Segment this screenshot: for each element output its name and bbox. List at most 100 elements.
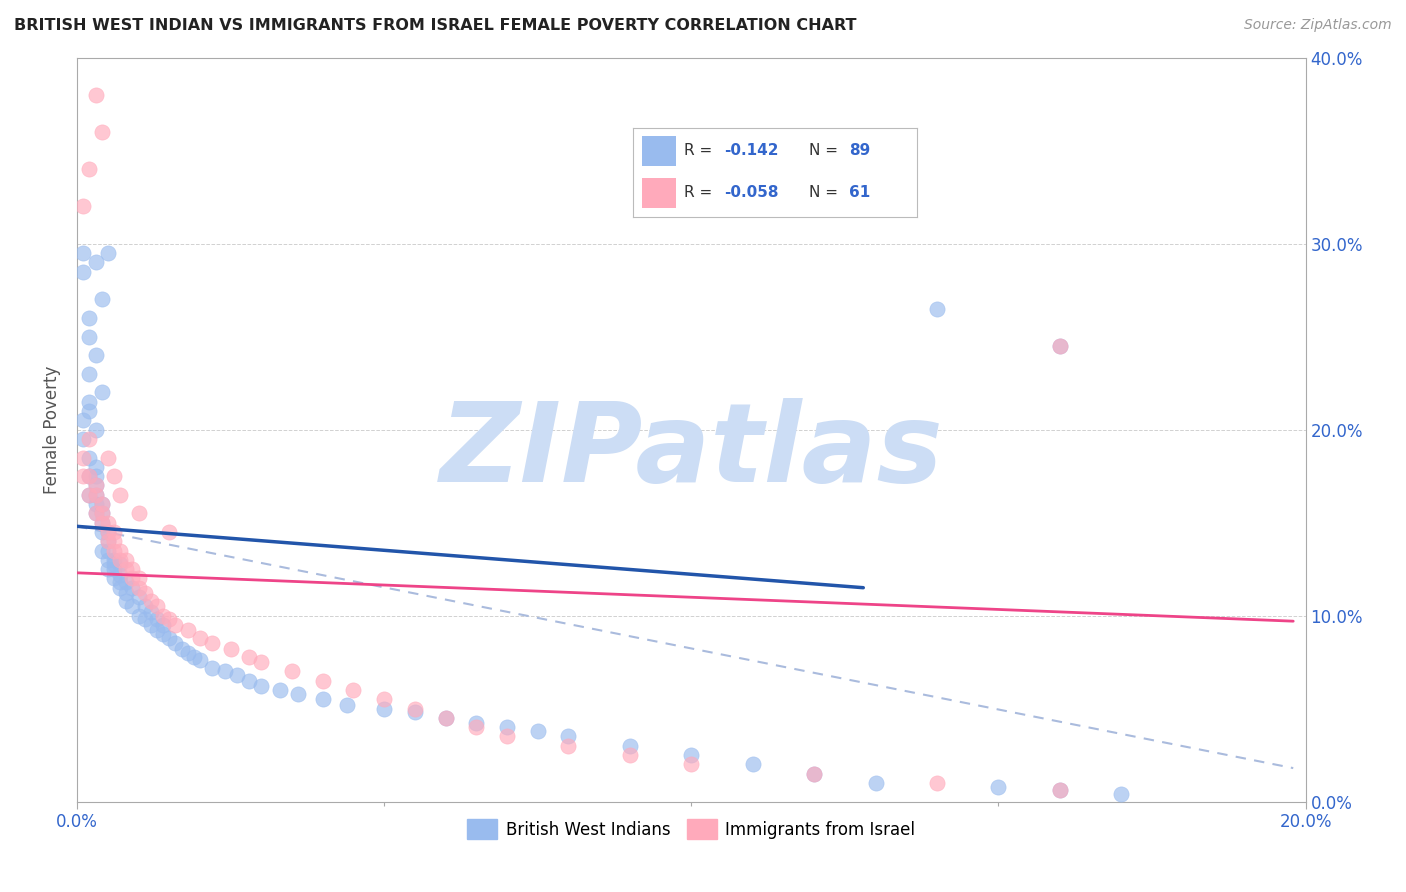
Point — [84, 423, 107, 437]
Point — [72, 246, 94, 260]
Point — [803, 766, 825, 780]
Point — [128, 590, 150, 604]
Point — [157, 524, 180, 539]
Point — [404, 701, 426, 715]
Point — [79, 394, 101, 409]
Text: 61: 61 — [849, 186, 870, 201]
Point — [121, 571, 143, 585]
Text: R =: R = — [685, 144, 717, 159]
Point — [526, 723, 548, 738]
Point — [557, 730, 579, 744]
Point — [84, 469, 107, 483]
Point — [103, 557, 125, 571]
Point — [79, 432, 101, 446]
Point — [97, 246, 120, 260]
Point — [97, 553, 120, 567]
Point — [84, 478, 107, 492]
Text: 89: 89 — [849, 144, 870, 159]
Point — [79, 469, 101, 483]
Point — [79, 311, 101, 326]
Point — [281, 665, 304, 679]
Text: -0.142: -0.142 — [724, 144, 779, 159]
Point — [134, 586, 156, 600]
Point — [84, 478, 107, 492]
Point — [97, 543, 120, 558]
Point — [269, 683, 291, 698]
Point — [152, 608, 174, 623]
Point — [681, 748, 703, 763]
Point — [134, 612, 156, 626]
Point — [146, 612, 169, 626]
Point — [404, 706, 426, 720]
Point — [157, 631, 180, 645]
Point — [250, 655, 273, 669]
Point — [128, 571, 150, 585]
Point — [287, 687, 309, 701]
Point — [121, 562, 143, 576]
Point — [619, 739, 641, 753]
Point — [152, 627, 174, 641]
Point — [72, 264, 94, 278]
Point — [90, 506, 112, 520]
Point — [90, 385, 112, 400]
Point — [103, 469, 125, 483]
Point — [146, 599, 169, 614]
Point — [1049, 783, 1071, 797]
Point — [1049, 339, 1071, 353]
Point — [103, 534, 125, 549]
Point — [225, 668, 247, 682]
Point — [312, 673, 335, 688]
Point — [987, 780, 1010, 794]
Bar — [643, 178, 676, 208]
Point — [84, 497, 107, 511]
Point — [97, 534, 120, 549]
Point — [108, 488, 131, 502]
Point — [1049, 783, 1071, 797]
Point — [72, 413, 94, 427]
Point — [238, 649, 260, 664]
Point — [97, 450, 120, 465]
Point — [108, 543, 131, 558]
Point — [619, 748, 641, 763]
Text: R =: R = — [685, 186, 717, 201]
Point — [108, 553, 131, 567]
Point — [84, 506, 107, 520]
Point — [103, 562, 125, 576]
Point — [97, 524, 120, 539]
Point — [121, 599, 143, 614]
Point — [72, 199, 94, 213]
Point — [115, 575, 138, 590]
Point — [115, 586, 138, 600]
Point — [108, 557, 131, 571]
Point — [79, 404, 101, 418]
Point — [336, 698, 359, 712]
Point — [79, 469, 101, 483]
Point — [865, 776, 887, 790]
Point — [496, 730, 519, 744]
Point — [79, 162, 101, 177]
Point — [201, 661, 224, 675]
Point — [373, 701, 395, 715]
Point — [84, 506, 107, 520]
Point — [557, 739, 579, 753]
Text: BRITISH WEST INDIAN VS IMMIGRANTS FROM ISRAEL FEMALE POVERTY CORRELATION CHART: BRITISH WEST INDIAN VS IMMIGRANTS FROM I… — [14, 18, 856, 33]
Text: Source: ZipAtlas.com: Source: ZipAtlas.com — [1244, 18, 1392, 32]
Point — [84, 488, 107, 502]
Point — [434, 711, 457, 725]
Point — [165, 636, 187, 650]
Point — [90, 497, 112, 511]
Point — [97, 524, 120, 539]
Point — [103, 524, 125, 539]
Point — [103, 571, 125, 585]
Point — [214, 665, 236, 679]
Point — [434, 711, 457, 725]
Point — [108, 581, 131, 595]
Point — [128, 608, 150, 623]
Point — [139, 605, 162, 619]
Point — [925, 301, 948, 316]
Point — [342, 683, 364, 698]
Point — [115, 562, 138, 576]
Point — [97, 516, 120, 530]
Point — [165, 618, 187, 632]
Point — [103, 543, 125, 558]
